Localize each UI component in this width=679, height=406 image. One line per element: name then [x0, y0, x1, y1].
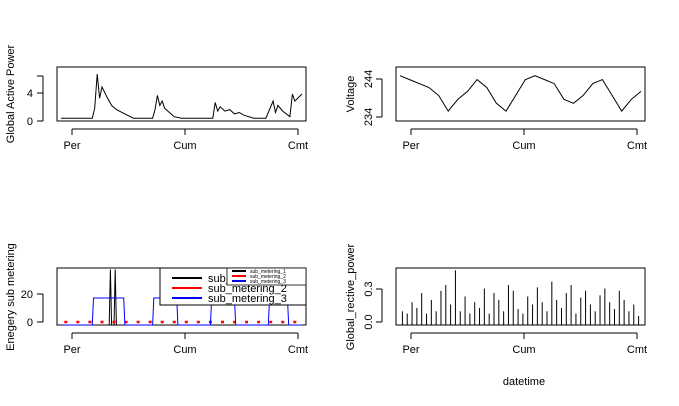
ytick-label: 0.3	[363, 281, 375, 296]
y-axis	[37, 75, 44, 122]
legend-label: sub_metering_3	[250, 279, 286, 285]
panel-global-active-power: Global Active Power 0 4 Per Cum Cmt	[5, 44, 308, 152]
series-line-series	[399, 75, 642, 112]
ytick-label: 0	[27, 317, 33, 329]
plot-frame	[56, 66, 307, 122]
xtick-label: Cum	[512, 140, 535, 152]
x-axis	[71, 332, 299, 339]
xlabel-datetime: datetime	[503, 376, 545, 388]
x-axis	[71, 128, 299, 135]
xtick-label: Cmt	[288, 344, 308, 356]
series-layer	[61, 74, 303, 119]
ytick-label: 0.0	[363, 314, 375, 329]
ytick-label: 234	[363, 108, 375, 126]
xtick-label: Cmt	[627, 344, 647, 356]
xtick-label: Per	[63, 140, 80, 152]
legend-small: sub_metering_1 sub_metering_2 sub_meteri…	[226, 267, 307, 286]
ylabel-global-reactive-power: Global_rective_power	[345, 243, 357, 350]
ytick-label: 4	[27, 88, 33, 100]
xtick-label: Per	[63, 344, 80, 356]
legend-label: sub_metering_3	[208, 293, 287, 305]
xtick-label: Cum	[512, 344, 535, 356]
xtick-label: Cum	[173, 344, 196, 356]
xtick-label: Cmt	[288, 140, 308, 152]
ytick-label: 244	[363, 70, 375, 88]
panel-global-reactive-power: Global_rective_power 0.0 0.3 Per Cum Cmt…	[345, 243, 647, 388]
legend-label: sub_metering_2	[250, 274, 286, 280]
series-layer	[399, 75, 642, 112]
ytick-label: 20	[21, 289, 33, 301]
ylabel-voltage: Voltage	[345, 76, 357, 113]
legend-label: sub_metering_1	[250, 269, 286, 275]
panel-voltage: Voltage 234 244 Per Cum Cmt	[345, 66, 647, 152]
series-line-series	[61, 74, 303, 119]
xtick-label: Per	[402, 140, 419, 152]
legend-box	[226, 267, 307, 286]
plot-frame	[395, 267, 646, 326]
x-axis	[410, 128, 638, 135]
xtick-label: Cum	[173, 140, 196, 152]
panel-sub-metering: Enegery sub metering 0 20 Per Cum Cmt su…	[5, 243, 308, 356]
y-axis	[37, 293, 44, 323]
plot-frame	[395, 66, 646, 122]
y-axis	[376, 78, 383, 118]
legend-label: sub_metering_2	[208, 283, 287, 295]
series-layer	[401, 270, 640, 325]
ytick-label: 0	[27, 116, 33, 128]
xtick-label: Cmt	[627, 140, 647, 152]
y-axis	[376, 288, 383, 323]
series-line-sub-metering-1	[61, 269, 302, 326]
x-axis	[410, 332, 638, 339]
ylabel-global-active-power: Global Active Power	[5, 44, 17, 143]
xtick-label: Per	[402, 344, 419, 356]
ylabel-energy-sub-metering: Enegery sub metering	[5, 243, 17, 351]
